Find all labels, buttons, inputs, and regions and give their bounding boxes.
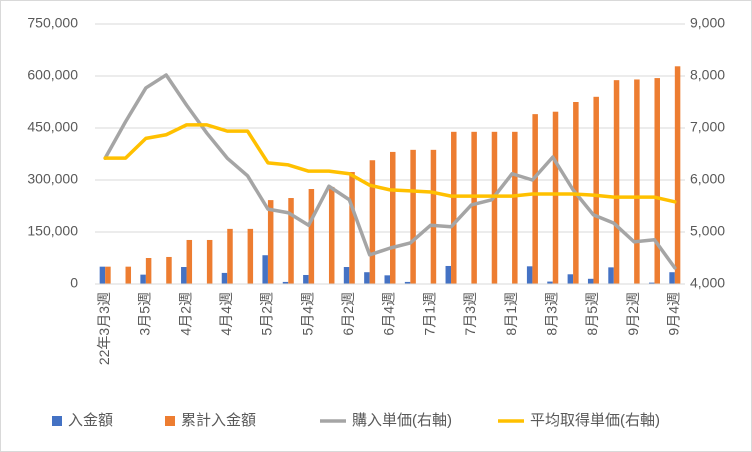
legend-swatch (165, 416, 175, 426)
x-tick-label: 8月1週 (503, 292, 519, 336)
legend-label: 累計入金額 (181, 412, 256, 429)
x-tick-label: 7月3週 (462, 292, 478, 336)
y2-tick-label: 7,000 (690, 119, 725, 135)
bar (303, 274, 309, 284)
x-tick-label: 8月5週 (584, 292, 600, 336)
bar (125, 266, 132, 284)
y2-tick-label: 8,000 (690, 67, 725, 83)
x-tick-label: 6月4週 (381, 292, 397, 336)
bar (567, 274, 574, 284)
y2-tick-label: 9,000 (690, 15, 725, 31)
bar (532, 114, 538, 284)
bar (247, 228, 254, 284)
x-tick-label: 4月2週 (177, 292, 193, 336)
bar (328, 186, 335, 284)
x-tick-label: 8月3週 (543, 292, 559, 336)
bar (221, 272, 228, 284)
legend-label: 平均取得単価(右軸) (530, 412, 660, 429)
bar (206, 239, 213, 284)
bar (593, 96, 599, 284)
bar (105, 266, 111, 284)
bar (369, 160, 376, 284)
bar (613, 80, 620, 284)
x-tick-label: 5月2週 (259, 292, 275, 336)
bar (288, 198, 294, 284)
y-tick-label: 300,000 (27, 171, 78, 187)
bar (552, 111, 559, 284)
bar (166, 256, 172, 284)
x-tick-label: 4月4週 (218, 292, 234, 336)
bar (282, 281, 289, 284)
bar (308, 189, 315, 284)
x-tick-label: 5月4週 (299, 292, 315, 336)
bar (608, 267, 614, 284)
x-tick-label: 9月2週 (625, 292, 641, 336)
bar (587, 278, 594, 284)
x-tick-label: 7月1週 (421, 292, 437, 336)
y2-tick-label: 4,000 (690, 275, 725, 291)
bar (262, 255, 268, 284)
bar (451, 131, 457, 284)
bar (430, 149, 437, 284)
y-tick-label: 450,000 (27, 119, 78, 135)
x-tick-label: 3月5週 (137, 292, 153, 336)
bar (526, 266, 533, 284)
legend-label: 購入単価(右軸) (352, 412, 452, 429)
x-tick-label: 9月4週 (666, 292, 682, 336)
bar (445, 265, 452, 284)
line (103, 123, 677, 204)
bar (140, 274, 146, 284)
bar (227, 228, 233, 284)
bar (674, 66, 681, 284)
bar (145, 258, 152, 284)
bar (654, 78, 660, 284)
bar (349, 172, 355, 284)
bar (410, 149, 416, 284)
x-tick-label: 22年3月3週 (96, 292, 112, 365)
y-tick-label: 0 (70, 275, 78, 291)
bar (343, 267, 350, 284)
bar (99, 266, 106, 284)
legend-label: 入金額 (68, 412, 113, 429)
bar (669, 272, 675, 284)
legend-swatch (52, 416, 62, 426)
y2-tick-label: 6,000 (690, 171, 725, 187)
bar (547, 281, 553, 284)
bar (181, 267, 187, 284)
bar (186, 239, 193, 284)
bar (384, 275, 390, 284)
bar (390, 151, 396, 284)
bar (404, 281, 411, 284)
y-tick-label: 150,000 (27, 223, 78, 239)
bar (491, 131, 498, 284)
y-tick-label: 600,000 (27, 67, 78, 83)
bar (648, 282, 655, 284)
y-tick-label: 750,000 (27, 15, 78, 31)
y2-tick-label: 5,000 (690, 223, 725, 239)
bar (471, 131, 477, 284)
bar (267, 200, 274, 284)
bar (512, 131, 518, 284)
bar (634, 79, 640, 284)
x-tick-label: 6月2週 (340, 292, 356, 336)
bar (364, 272, 370, 284)
